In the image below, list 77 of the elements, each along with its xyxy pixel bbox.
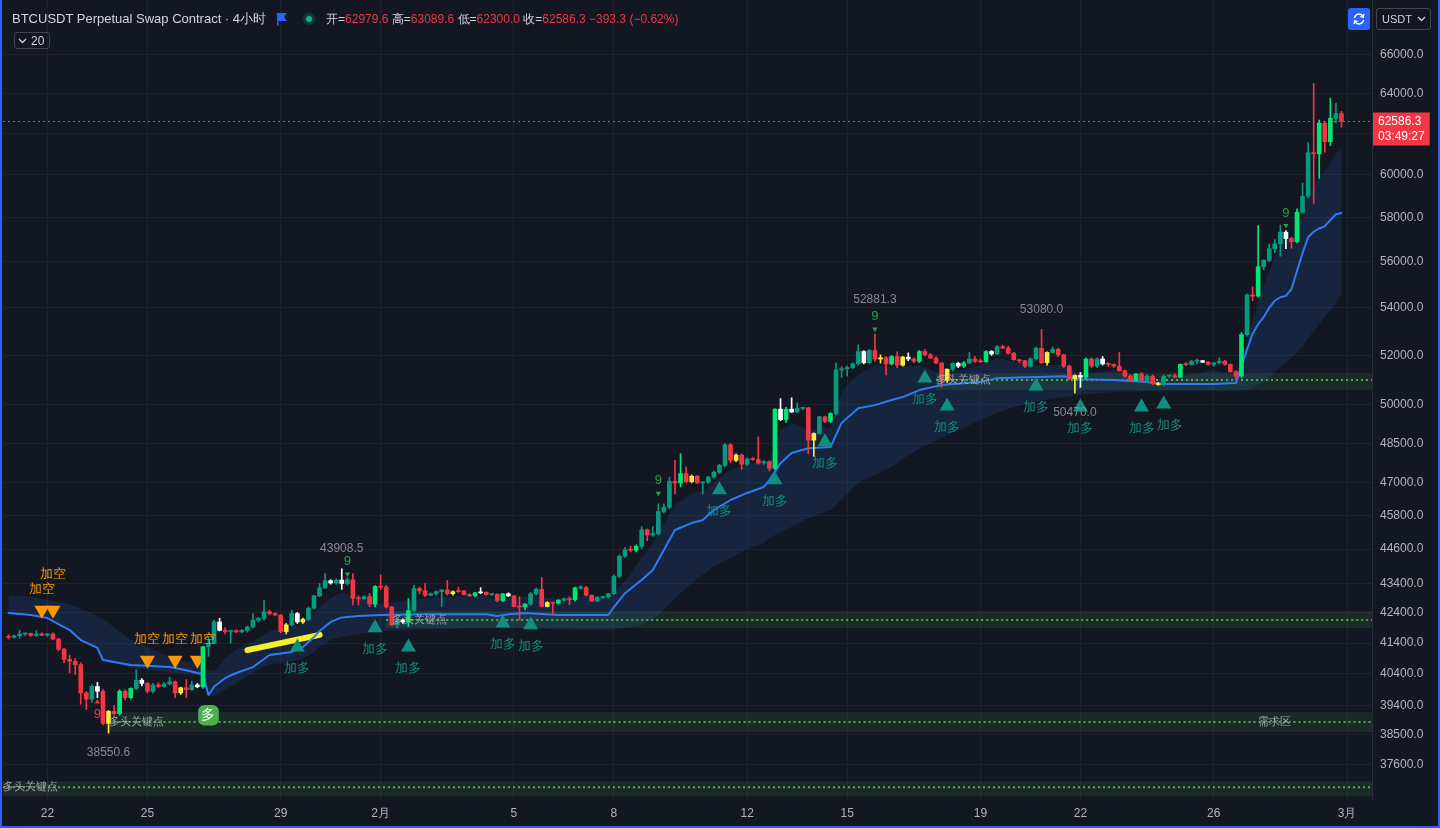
- y-tick-label: 50000.0: [1380, 397, 1424, 412]
- text: 9: [343, 553, 351, 569]
- text: 加多: [1067, 419, 1094, 435]
- x-tick-label: 29: [274, 805, 288, 820]
- text: 开=62979.6 高=63089.6 低=62300.0 收=62586.3 −393.3 (−0.62%): [326, 11, 679, 26]
- text: 加多: [284, 659, 311, 675]
- series-label: 加空: [28, 580, 55, 596]
- y-tick-label: 40400.0: [1380, 666, 1424, 681]
- y-tick-label: 52000.0: [1380, 347, 1424, 362]
- x-tick-label: 2月: [371, 805, 390, 820]
- x-tick-label: 12: [740, 805, 755, 820]
- y-tick-label: 41400.0: [1380, 635, 1424, 650]
- text: 9: [1282, 204, 1290, 220]
- x-tick-label: 15: [840, 805, 855, 820]
- text: 加多: [1156, 416, 1183, 432]
- annotation: 多头关键点: [108, 715, 164, 728]
- annotation: 43908.5: [320, 541, 364, 556]
- annotation: 20: [31, 33, 45, 48]
- y-tick-label: 44600.0: [1380, 541, 1424, 556]
- text: 加多: [489, 635, 516, 651]
- annotation: 需求区: [1258, 715, 1292, 728]
- y-tick-label: 45800.0: [1380, 507, 1424, 522]
- x-tick-label: 3月: [1337, 805, 1357, 820]
- y-tick-label: 66000.0: [1380, 46, 1424, 61]
- text: 加多: [934, 418, 961, 434]
- series-label: 9: [93, 706, 102, 722]
- text: 9: [654, 472, 662, 488]
- y-tick-label: 56000.0: [1380, 254, 1424, 269]
- candlestick: [183, 679, 189, 698]
- series-label: 加多: [911, 390, 938, 406]
- text: 加空: [190, 630, 217, 646]
- text: 加多: [362, 640, 389, 656]
- annotation: 38550.6: [86, 745, 131, 760]
- x-tick-label: 25: [140, 805, 155, 820]
- currency-dropdown: USDT: [1376, 8, 1431, 30]
- candlestick: [339, 568, 345, 590]
- x-tick-label: 5: [510, 805, 518, 820]
- text: 加多: [811, 454, 838, 470]
- x-tick-label: 8: [610, 805, 618, 820]
- candlestick: [1216, 357, 1222, 365]
- y-tick-label: 38500.0: [1380, 727, 1424, 742]
- y-tick-label: 58000.0: [1380, 209, 1424, 224]
- y-tick-label: 54000.0: [1380, 300, 1424, 315]
- x-tick-label: 19: [973, 805, 988, 820]
- y-tick-label: 39400.0: [1380, 697, 1424, 712]
- y-tick-label: 42400.0: [1380, 605, 1424, 620]
- series-label: 多: [201, 706, 216, 723]
- text: 加多: [517, 637, 544, 653]
- y-tick-label: 48500.0: [1380, 435, 1424, 450]
- count-dropdown: 20: [14, 32, 51, 49]
- x-tick-label: 22: [1073, 805, 1088, 820]
- text: 加多: [1023, 398, 1049, 414]
- text: 加多: [1128, 419, 1155, 435]
- text: 加多: [395, 659, 422, 675]
- x-tick-label: 22: [40, 805, 55, 820]
- annotation: 多头关键点: [3, 780, 59, 793]
- x-tick-label: 26: [1207, 805, 1221, 820]
- candlestick: [1311, 83, 1317, 204]
- candlestick: [33, 630, 39, 637]
- candlestick: [228, 629, 234, 644]
- text: 加多: [761, 492, 788, 508]
- ref-line-label: 62586.3 03:49:27: [1378, 113, 1426, 143]
- y-tick-label: 47000.0: [1380, 475, 1424, 490]
- text: 加空: [39, 565, 66, 581]
- text: 加空: [162, 630, 189, 646]
- annotation: 50470.0: [1053, 405, 1097, 420]
- y-tick-label: 37600.0: [1380, 756, 1424, 771]
- text: BTCUSDT Perpetual Swap Contract · 4小时: [12, 10, 267, 28]
- candlestick: [550, 601, 556, 615]
- text: 加空: [134, 630, 161, 646]
- y-tick-label: 60000.0: [1380, 167, 1424, 182]
- y-tick-label: 43400.0: [1380, 575, 1424, 590]
- annotation: 52881.3: [853, 292, 897, 307]
- annotation: 53080.0: [1019, 301, 1064, 316]
- series-label: 9: [871, 308, 879, 324]
- y-tick-label: 64000.0: [1380, 85, 1424, 100]
- candlestick: [444, 580, 450, 596]
